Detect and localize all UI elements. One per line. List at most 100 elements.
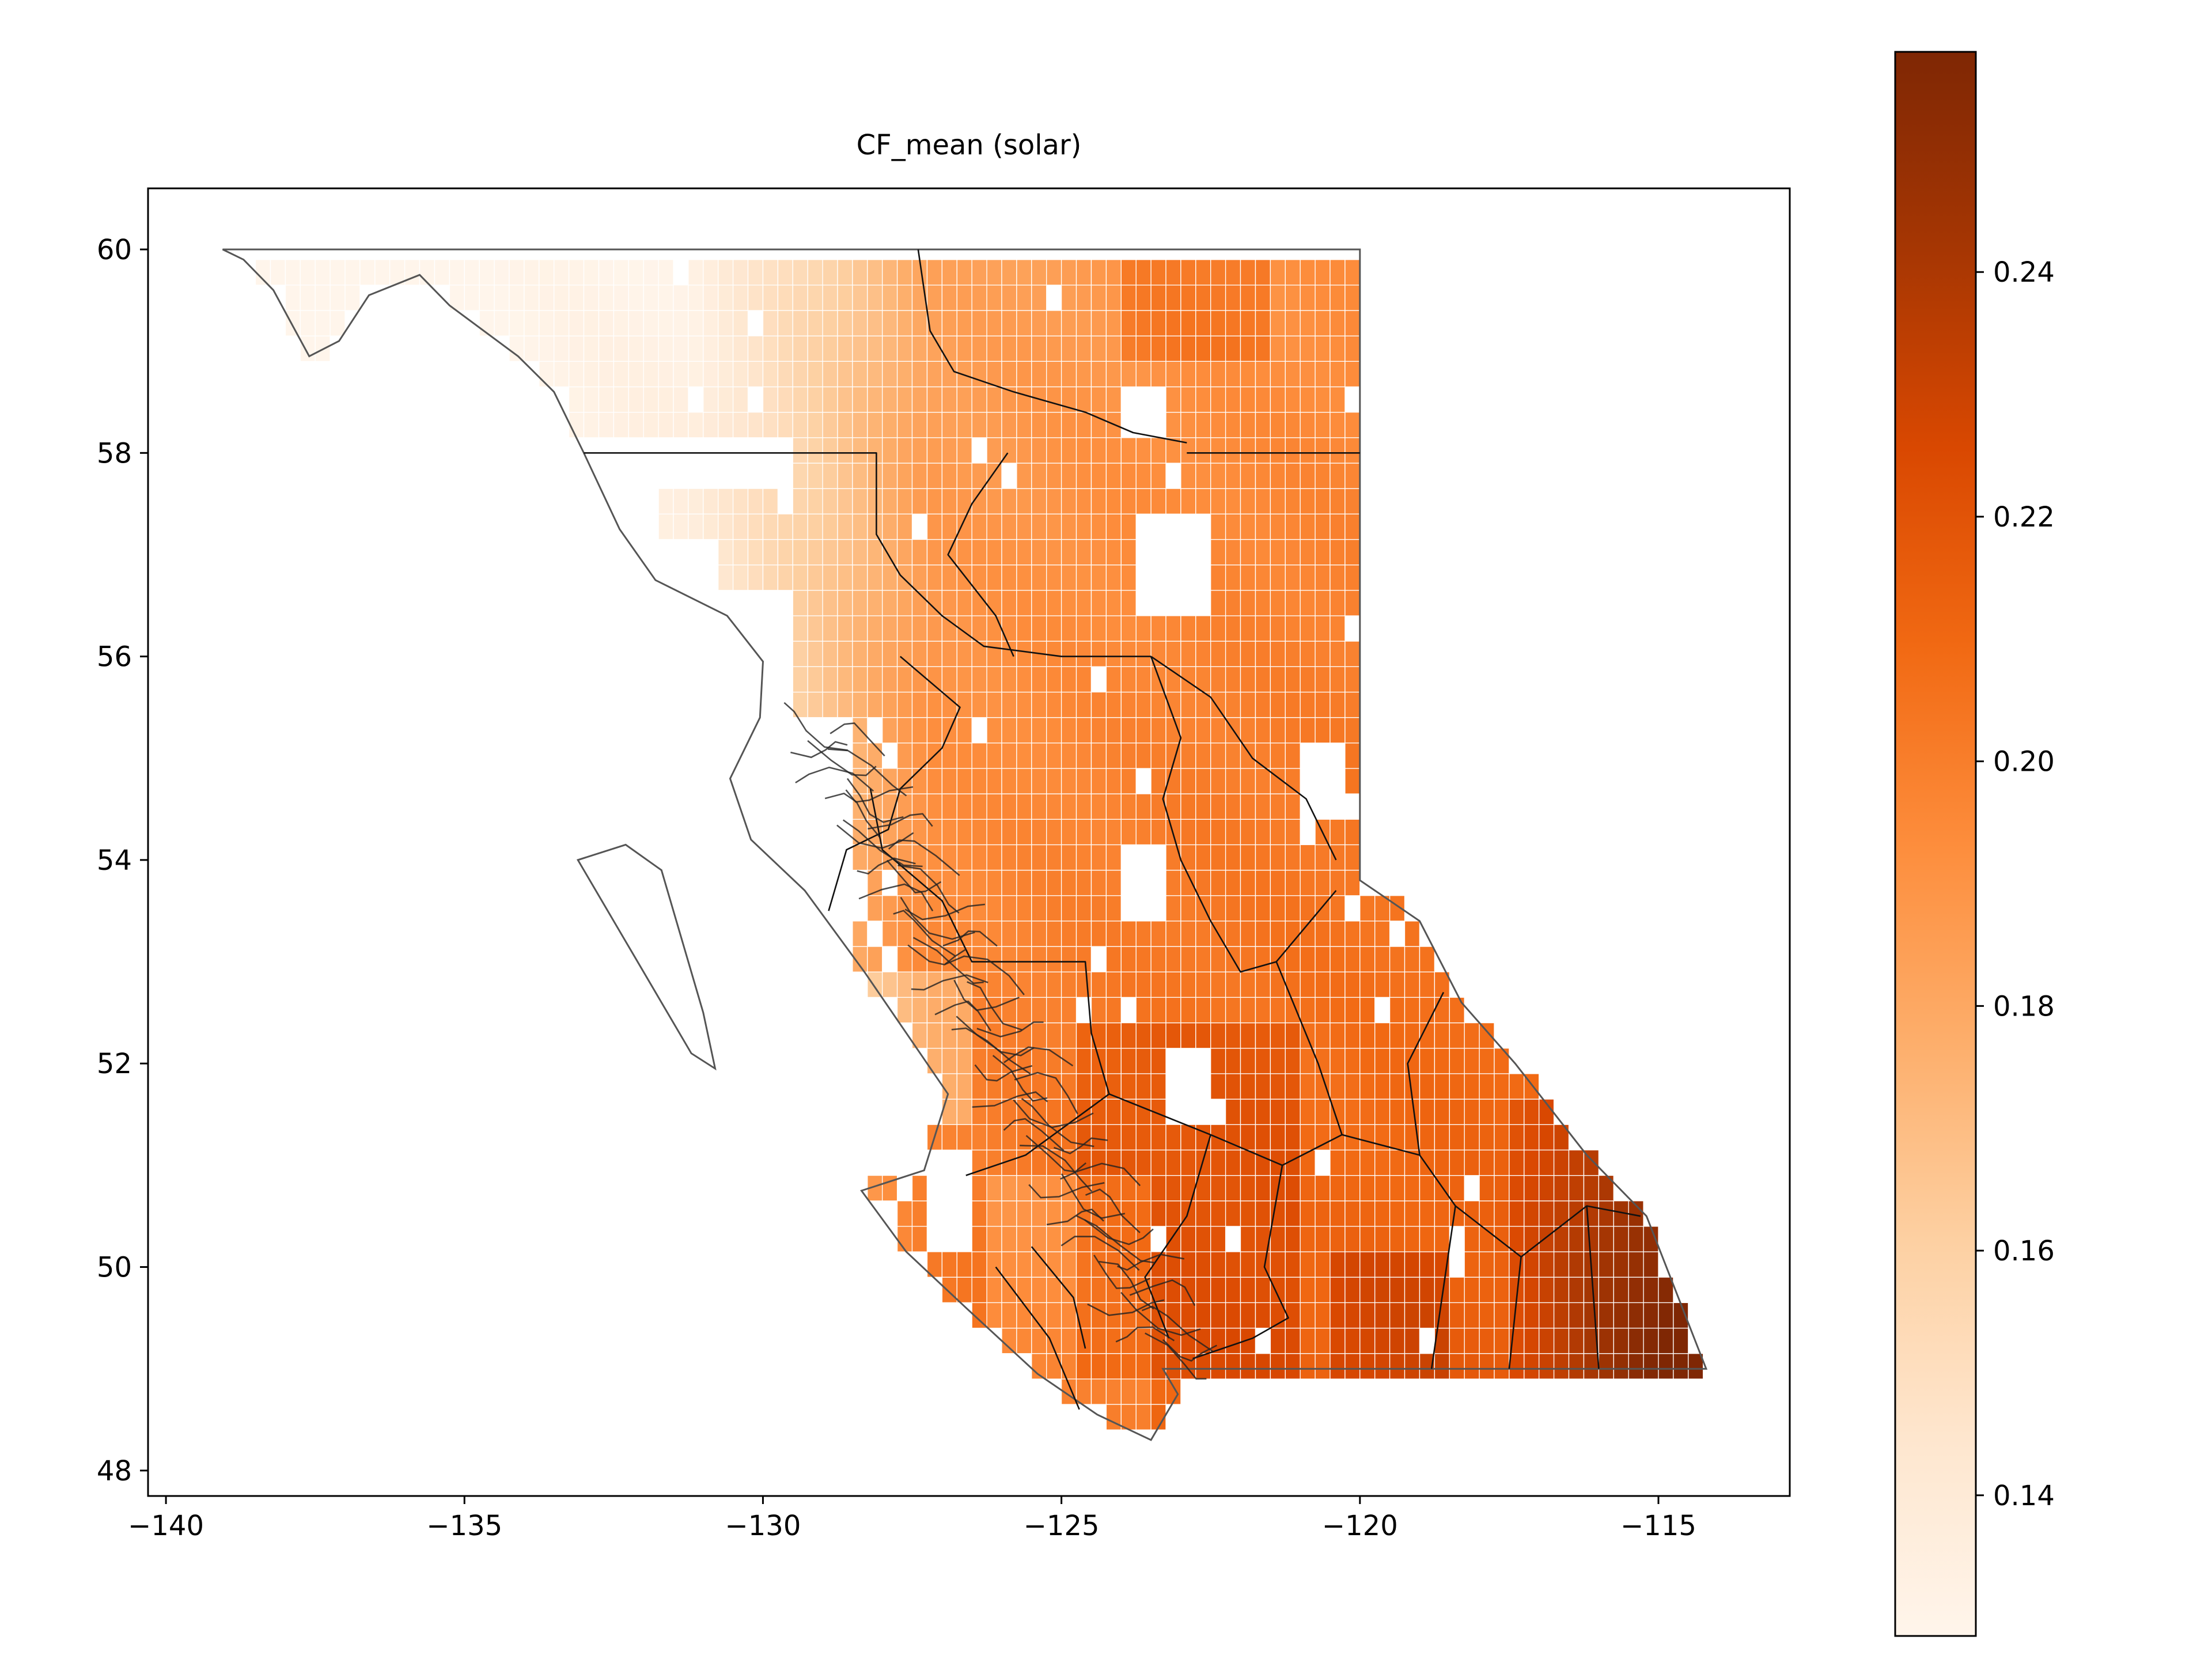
grid-cell <box>1031 335 1047 362</box>
grid-cell <box>1330 259 1346 286</box>
grid-cell <box>1225 641 1241 667</box>
grid-cell <box>1195 1302 1211 1329</box>
grid-cell <box>1165 1226 1181 1252</box>
grid-cell <box>971 921 987 947</box>
coastal-inlet <box>911 974 988 991</box>
grid-cell <box>956 869 972 896</box>
grid-cell <box>1330 513 1346 540</box>
grid-cell <box>1135 691 1152 718</box>
grid-cell <box>882 310 898 336</box>
grid-cell <box>1090 285 1107 311</box>
grid-cell <box>1225 895 1241 922</box>
grid-cell <box>1001 564 1017 591</box>
grid-cell <box>971 743 987 769</box>
grid-cell <box>1539 1251 1555 1278</box>
grid-cell <box>1434 1099 1450 1125</box>
grid-cell <box>1330 488 1346 514</box>
grid-cell <box>1016 666 1032 693</box>
grid-cell <box>971 793 987 820</box>
grid-cell <box>1090 793 1107 820</box>
grid-cell <box>1120 463 1137 489</box>
grid-cell <box>1075 641 1092 667</box>
grid-cell <box>807 361 823 388</box>
grid-cell <box>688 488 704 514</box>
grid-cell <box>1344 1073 1361 1100</box>
grid-cell <box>1031 743 1047 769</box>
grid-cell <box>1330 1353 1346 1380</box>
grid-cell <box>374 259 391 286</box>
grid-cell <box>1344 437 1361 464</box>
grid-cell <box>1135 1200 1152 1227</box>
grid-cell <box>1210 615 1226 642</box>
grid-cell <box>1255 1149 1271 1176</box>
grid-cell <box>837 564 853 591</box>
grid-cell <box>1195 844 1211 871</box>
grid-cell <box>941 310 957 336</box>
grid-cell <box>1389 997 1406 1024</box>
grid-cell <box>1210 1200 1226 1227</box>
grid-cell <box>1180 335 1196 362</box>
grid-cell <box>1046 564 1062 591</box>
grid-cell <box>1628 1251 1644 1278</box>
grid-cell <box>344 259 361 286</box>
grid-cell <box>852 641 868 667</box>
grid-cell <box>986 513 1002 540</box>
grid-cell <box>941 869 957 896</box>
grid-cell <box>658 411 674 438</box>
grid-cell <box>1419 946 1435 972</box>
grid-cell <box>971 641 987 667</box>
grid-cell <box>1270 1048 1286 1074</box>
grid-cell <box>1673 1353 1689 1380</box>
grid-cell <box>926 513 943 540</box>
grid-cell <box>1330 463 1346 489</box>
grid-cell <box>1509 1124 1525 1151</box>
grid-cell <box>1120 793 1137 820</box>
grid-cell <box>1419 1200 1435 1227</box>
grid-cell <box>1270 539 1286 566</box>
grid-cell <box>986 971 1002 998</box>
grid-cell <box>1001 1302 1017 1329</box>
grid-cell <box>628 386 644 413</box>
grid-cell <box>1300 386 1316 413</box>
grid-cell <box>1016 513 1032 540</box>
grid-cell <box>1449 1353 1465 1380</box>
grid-cell <box>1120 1378 1137 1405</box>
grid-cell <box>837 463 853 489</box>
grid-cell <box>1180 463 1196 489</box>
grid-cell <box>1330 361 1346 388</box>
grid-cell <box>1105 946 1122 972</box>
grid-cell <box>911 691 928 718</box>
grid-cell <box>1315 1327 1331 1354</box>
grid-cell <box>509 285 525 311</box>
colorbar-gradient <box>1894 51 1977 1637</box>
map-title: CF_mean (solar) <box>857 129 1082 161</box>
grid-cell <box>822 361 838 388</box>
grid-cell <box>568 361 585 388</box>
grid-cell <box>1001 1226 1017 1252</box>
grid-cell <box>1225 793 1241 820</box>
grid-cell <box>1270 335 1286 362</box>
grid-cell <box>1016 1302 1032 1329</box>
grid-cell <box>911 539 928 566</box>
grid-cell <box>1285 1277 1301 1304</box>
grid-cell <box>1225 1073 1241 1100</box>
colorbar-tick-label: 0.14 <box>1993 1480 2055 1512</box>
plot-frame <box>147 187 1791 1497</box>
coastal-inlet <box>1014 1071 1078 1115</box>
grid-cell <box>568 259 585 286</box>
grid-cell <box>1135 1149 1152 1176</box>
grid-cell <box>1359 1099 1376 1125</box>
grid-cell <box>1075 513 1092 540</box>
grid-cell <box>1150 768 1166 794</box>
grid-cell <box>1553 1251 1570 1278</box>
grid-cell <box>762 411 779 438</box>
grid-cell <box>1404 1251 1421 1278</box>
grid-cell <box>1225 539 1241 566</box>
grid-cell <box>1285 1251 1301 1278</box>
grid-cell <box>1090 869 1107 896</box>
grid-cell <box>911 971 928 998</box>
grid-cell <box>315 335 331 362</box>
grid-cell <box>1344 285 1361 311</box>
grid-cell <box>926 463 943 489</box>
grid-cell <box>1255 743 1271 769</box>
